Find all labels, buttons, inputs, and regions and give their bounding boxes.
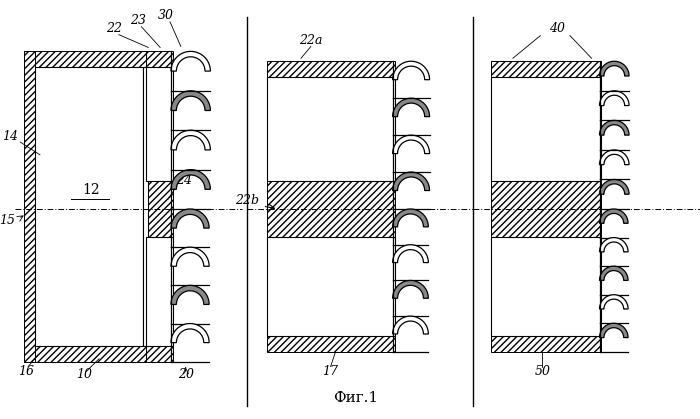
Text: 23: 23 [130, 14, 146, 27]
Text: 15: 15 [0, 214, 15, 227]
Bar [267, 237, 395, 336]
Bar [25, 52, 148, 67]
Bar [267, 61, 395, 77]
Bar [491, 61, 601, 77]
Polygon shape [393, 135, 430, 154]
Bar [146, 181, 173, 237]
Text: 22b: 22b [234, 194, 259, 207]
Bar [146, 67, 173, 181]
Text: 24: 24 [176, 174, 192, 187]
Text: 40: 40 [550, 22, 565, 35]
Text: 22: 22 [106, 22, 122, 35]
Text: 20: 20 [178, 368, 194, 381]
Polygon shape [599, 61, 629, 76]
Text: Фиг.1: Фиг.1 [332, 391, 378, 405]
Bar [146, 346, 173, 362]
Polygon shape [599, 295, 628, 309]
Bar [144, 67, 148, 346]
Polygon shape [599, 266, 628, 280]
Polygon shape [599, 150, 629, 165]
Bar [25, 346, 148, 362]
Polygon shape [393, 316, 428, 334]
Polygon shape [393, 209, 428, 227]
Polygon shape [599, 120, 629, 135]
Bar [146, 52, 173, 67]
Polygon shape [171, 323, 209, 343]
Polygon shape [171, 170, 211, 189]
Bar [267, 181, 395, 237]
Bar [267, 336, 395, 352]
Text: 30: 30 [158, 9, 174, 22]
Polygon shape [171, 91, 211, 111]
Polygon shape [599, 91, 629, 106]
Bar [146, 237, 173, 346]
Polygon shape [171, 285, 209, 305]
Polygon shape [171, 130, 211, 150]
Bar [267, 77, 395, 181]
Polygon shape [599, 209, 628, 223]
Bar [491, 181, 601, 237]
Polygon shape [393, 245, 428, 263]
Bar [25, 52, 35, 362]
Text: 50: 50 [534, 365, 550, 378]
Polygon shape [393, 280, 428, 298]
Text: 12: 12 [83, 183, 100, 197]
Text: 17: 17 [323, 365, 339, 378]
Polygon shape [171, 247, 209, 266]
Text: 22a: 22a [299, 34, 323, 47]
Polygon shape [599, 179, 629, 194]
Polygon shape [171, 209, 209, 228]
Bar [491, 336, 601, 352]
Polygon shape [599, 238, 628, 252]
Bar [35, 67, 144, 346]
Bar [491, 237, 601, 336]
Polygon shape [171, 52, 211, 71]
Text: 14: 14 [2, 130, 18, 143]
Polygon shape [393, 61, 430, 80]
Text: 10: 10 [76, 368, 92, 381]
Polygon shape [393, 172, 430, 191]
Polygon shape [599, 323, 628, 338]
Text: 16: 16 [18, 365, 34, 378]
Bar [491, 77, 601, 181]
Polygon shape [393, 98, 430, 116]
